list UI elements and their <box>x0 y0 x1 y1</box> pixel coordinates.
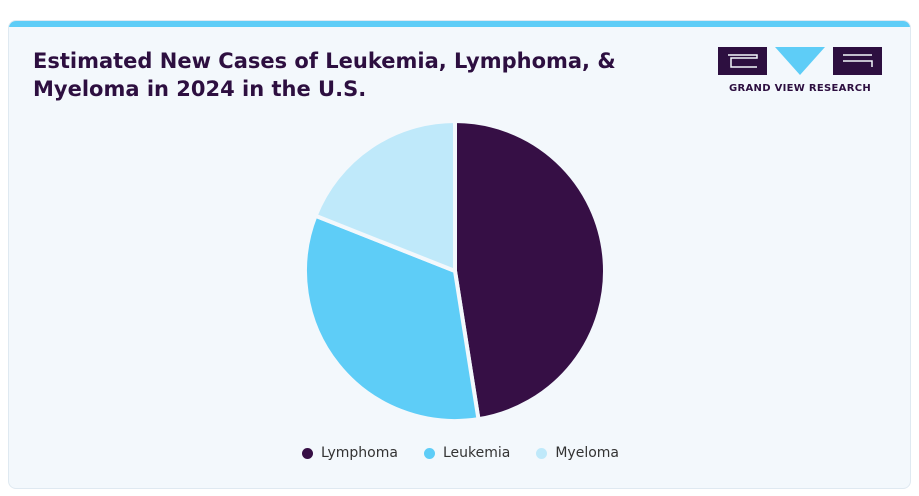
legend-swatch <box>301 447 313 459</box>
legend-item-lymphoma[interactable]: Lymphoma <box>301 445 398 461</box>
pie-slice-leukemia[interactable] <box>303 213 481 423</box>
pie-chart <box>303 119 607 423</box>
legend-item-leukemia[interactable]: Leukemia <box>423 445 511 461</box>
chart-card: Estimated New Cases of Leukemia, Lymphom… <box>8 20 911 489</box>
gvr-logo-icon <box>718 47 882 75</box>
legend-item-myeloma[interactable]: Myeloma <box>536 445 619 461</box>
legend: Lymphoma Leukemia Myeloma <box>9 445 910 461</box>
legend-swatch <box>536 447 548 459</box>
accent-bar <box>9 21 910 27</box>
legend-label: Leukemia <box>442 445 511 461</box>
legend-label: Lymphoma <box>320 445 398 461</box>
pie-slice-lymphoma[interactable] <box>453 119 607 422</box>
pie-slice-myeloma[interactable] <box>313 119 457 273</box>
logo-text: GRAND VIEW RESEARCH <box>728 83 871 94</box>
gvr-logo: GRAND VIEW RESEARCH <box>718 47 882 95</box>
legend-swatch <box>423 447 435 459</box>
legend-label: Myeloma <box>555 445 619 461</box>
chart-title: Estimated New Cases of Leukemia, Lymphom… <box>33 49 616 101</box>
